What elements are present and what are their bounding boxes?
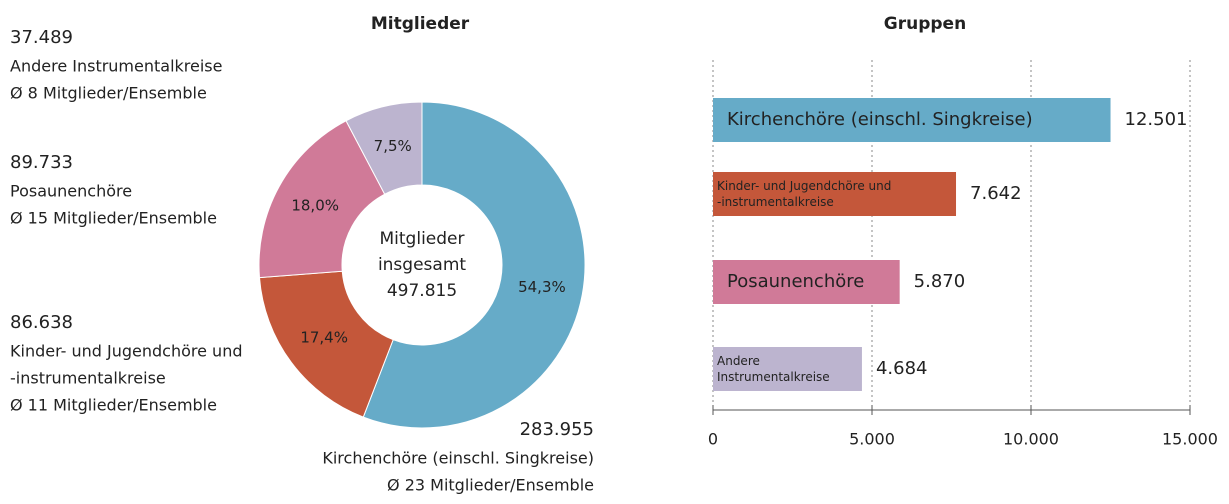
- annotation: Ø 8 Mitglieder/Ensemble: [10, 84, 207, 103]
- bar: [713, 172, 957, 216]
- pie-slice: [362, 101, 586, 429]
- pie-slice: [345, 101, 423, 195]
- chart-title: Gruppen: [884, 14, 966, 34]
- data-label: 4.684: [876, 358, 928, 379]
- chart-title: Mitglieder: [371, 14, 470, 34]
- pie-slice: [258, 120, 386, 279]
- annotation: Kinder- und Jugendchöre und: [10, 342, 243, 361]
- x-tick-label: 10.000: [1003, 430, 1059, 449]
- count-label: 283.955: [520, 419, 594, 440]
- center-label: insgesamt: [378, 255, 466, 275]
- x-tick-label: 5.000: [849, 430, 895, 449]
- annotation: -instrumentalkreise: [10, 369, 166, 388]
- count-label: 37.489: [10, 27, 73, 48]
- annotation: Ø 15 Mitglieder/Ensemble: [10, 209, 217, 228]
- data-label: 7,5%: [374, 137, 412, 155]
- annotation: Ø 11 Mitglieder/Ensemble: [10, 396, 217, 415]
- bar: [713, 98, 1111, 142]
- x-tick-label: 15.000: [1162, 430, 1218, 449]
- count-label: 86.638: [10, 312, 73, 333]
- annotation: Kirchenchöre (einschl. Singkreise): [322, 449, 594, 468]
- annotation: Andere Instrumentalkreise: [10, 57, 222, 76]
- data-label: 17,4%: [300, 328, 348, 346]
- category-label: Andere Instrumentalkreise: [717, 354, 830, 384]
- category-label: Kirchenchöre (einschl. Singkreise): [727, 109, 1033, 130]
- data-label: 7.642: [970, 183, 1022, 204]
- annotation: Posaunenchöre: [10, 182, 132, 201]
- annotation: Ø 23 Mitglieder/Ensemble: [387, 476, 594, 495]
- data-label: 54,3%: [518, 278, 566, 296]
- x-tick-label: 0: [708, 430, 718, 449]
- pie-slice: [258, 270, 394, 418]
- center-label: Mitglieder: [380, 229, 465, 249]
- center-label: 497.815: [387, 281, 457, 301]
- data-label: 5.870: [914, 271, 966, 292]
- category-label: Posaunenchöre: [727, 271, 864, 292]
- data-label: 12.501: [1125, 109, 1188, 130]
- bar: [713, 260, 900, 304]
- data-label: 18,0%: [291, 197, 339, 215]
- count-label: 89.733: [10, 152, 73, 173]
- bar: [713, 347, 862, 391]
- category-label: Kinder- und Jugendchöre und -instrumental…: [717, 179, 891, 209]
